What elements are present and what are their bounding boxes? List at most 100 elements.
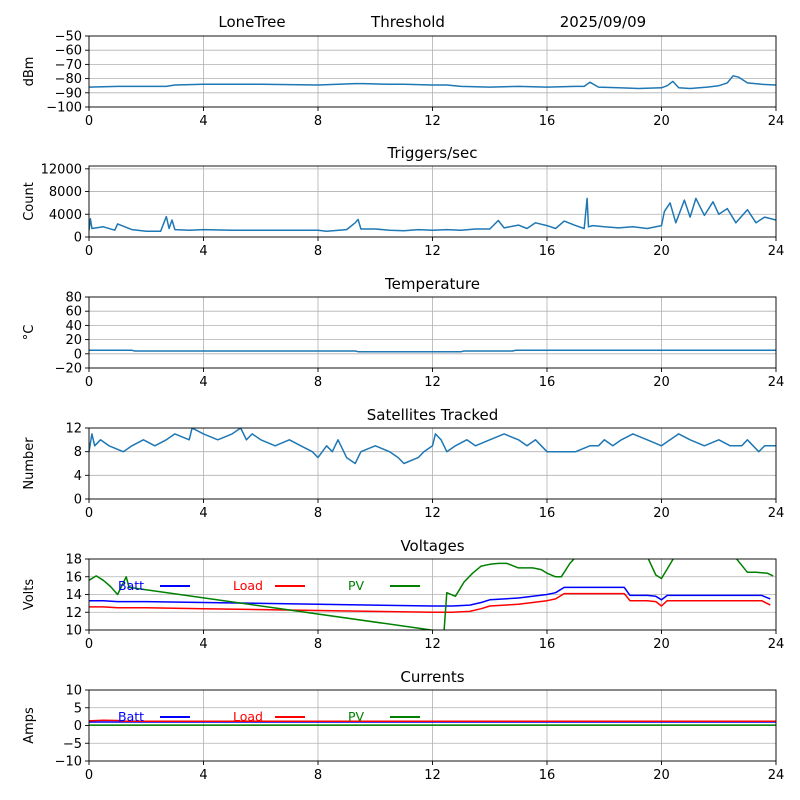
y-tick-label: −100 <box>46 101 82 116</box>
y-tick-label: 0 <box>74 493 82 508</box>
series-line <box>89 75 776 90</box>
legend-label-load: Load <box>233 709 263 724</box>
panel-title: Temperature <box>384 275 480 293</box>
x-tick-label: 24 <box>768 375 785 390</box>
x-tick-label: 16 <box>539 637 556 652</box>
panel-6: 0 4 8 12 16 20 24 −10 −5 0 5 10 Currents Amps Batt Load… <box>22 668 784 783</box>
x-tick-label: 0 <box>85 768 93 783</box>
y-tick-label: 4000 <box>49 208 82 223</box>
y-tick-label: 10 <box>65 684 82 699</box>
x-tick-label: 16 <box>539 375 556 390</box>
panel-4: 0 4 8 12 16 20 24 0 4 8 12 Satellites Tracked Number <box>22 406 784 521</box>
x-tick-label: 0 <box>85 637 93 652</box>
series-line <box>89 349 776 353</box>
x-tick-label: 0 <box>85 506 93 521</box>
series-load <box>89 719 776 722</box>
y-axis-label: Volts <box>22 579 37 611</box>
panel-title: Triggers/sec <box>387 144 478 162</box>
panel-2: 0 4 8 12 16 20 24 0 4000 8000 12000 Triggers/sec Cou… <box>22 144 784 259</box>
y-tick-label: 14 <box>65 588 82 603</box>
panel-1: 0 4 8 12 16 20 24 −100−90−80−70−60−50 dBm <box>22 30 784 130</box>
x-tick-label: 16 <box>539 114 556 129</box>
legend-label-pv: PV <box>348 578 365 593</box>
y-tick-label: 12 <box>65 606 82 621</box>
y-tick-label: 40 <box>65 319 82 334</box>
y-tick-label: 0 <box>74 719 82 734</box>
y-tick-label: −70 <box>55 58 82 73</box>
y-tick-label: 12 <box>65 422 82 437</box>
x-tick-label: 24 <box>768 768 785 783</box>
panel-title: Voltages <box>400 537 464 555</box>
x-tick-label: 4 <box>199 375 207 390</box>
x-tick-label: 0 <box>85 375 93 390</box>
y-tick-label: 10 <box>65 624 82 639</box>
y-axis-label: dBm <box>22 57 37 87</box>
x-tick-label: 8 <box>314 506 322 521</box>
y-tick-label: −20 <box>55 362 82 377</box>
y-tick-label: 80 <box>65 291 82 306</box>
y-tick-label: −5 <box>63 737 82 752</box>
x-tick-label: 8 <box>314 244 322 259</box>
x-tick-label: 16 <box>539 506 556 521</box>
panel-title: Currents <box>400 668 464 686</box>
x-tick-label: 20 <box>653 244 670 259</box>
date-label: 2025/09/09 <box>560 13 646 31</box>
y-axis-label: Amps <box>22 707 37 744</box>
x-tick-label: 16 <box>539 244 556 259</box>
y-tick-label: 8000 <box>49 185 82 200</box>
y-tick-label: 18 <box>65 553 82 568</box>
y-tick-label: 0 <box>74 231 82 246</box>
x-tick-label: 0 <box>85 244 93 259</box>
x-tick-label: 20 <box>653 768 670 783</box>
x-tick-label: 4 <box>199 506 207 521</box>
x-tick-label: 24 <box>768 244 785 259</box>
panel-5: 0 4 8 12 16 20 24 10 12 14 16 18 Voltages Volts Batt Lo… <box>22 537 784 652</box>
y-tick-label: −80 <box>55 72 82 87</box>
x-tick-label: 12 <box>424 637 441 652</box>
x-tick-label: 8 <box>314 114 322 129</box>
y-tick-label: 5 <box>74 701 82 716</box>
x-tick-label: 24 <box>768 506 785 521</box>
y-axis-label: °C <box>22 325 37 341</box>
x-tick-label: 12 <box>424 244 441 259</box>
y-tick-label: −90 <box>55 86 82 101</box>
series-line <box>89 428 776 465</box>
y-tick-label: −60 <box>55 44 82 59</box>
y-tick-label: 60 <box>65 305 82 320</box>
y-tick-label: 16 <box>65 570 82 585</box>
x-tick-label: 20 <box>653 114 670 129</box>
y-tick-label: 12000 <box>41 162 82 177</box>
x-tick-label: 4 <box>199 244 207 259</box>
y-tick-label: −50 <box>55 30 82 45</box>
x-tick-label: 8 <box>314 768 322 783</box>
y-axis-label: Count <box>22 182 37 221</box>
legend-label-batt: Batt <box>118 578 144 593</box>
x-tick-label: 4 <box>199 114 207 129</box>
x-tick-label: 12 <box>424 375 441 390</box>
x-tick-label: 8 <box>314 637 322 652</box>
x-tick-label: 20 <box>653 506 670 521</box>
y-axis-label: Number <box>22 437 37 490</box>
y-tick-label: −10 <box>55 755 82 770</box>
series-line <box>89 197 776 233</box>
x-tick-label: 12 <box>424 768 441 783</box>
series-load <box>89 592 771 614</box>
x-tick-label: 24 <box>768 114 785 129</box>
y-tick-label: 4 <box>74 469 82 484</box>
y-tick-label: 0 <box>74 347 82 362</box>
station-name: LoneTree <box>218 13 285 31</box>
x-tick-label: 12 <box>424 114 441 129</box>
y-tick-label: 20 <box>65 333 82 348</box>
series-pv <box>89 559 774 630</box>
y-tick-label: 8 <box>74 445 82 460</box>
x-tick-label: 16 <box>539 768 556 783</box>
x-tick-label: 12 <box>424 506 441 521</box>
x-tick-label: 4 <box>199 637 207 652</box>
legend-label-batt: Batt <box>118 709 144 724</box>
panel-title: Satellites Tracked <box>367 406 498 424</box>
x-tick-label: 4 <box>199 768 207 783</box>
x-tick-label: 0 <box>85 114 93 129</box>
